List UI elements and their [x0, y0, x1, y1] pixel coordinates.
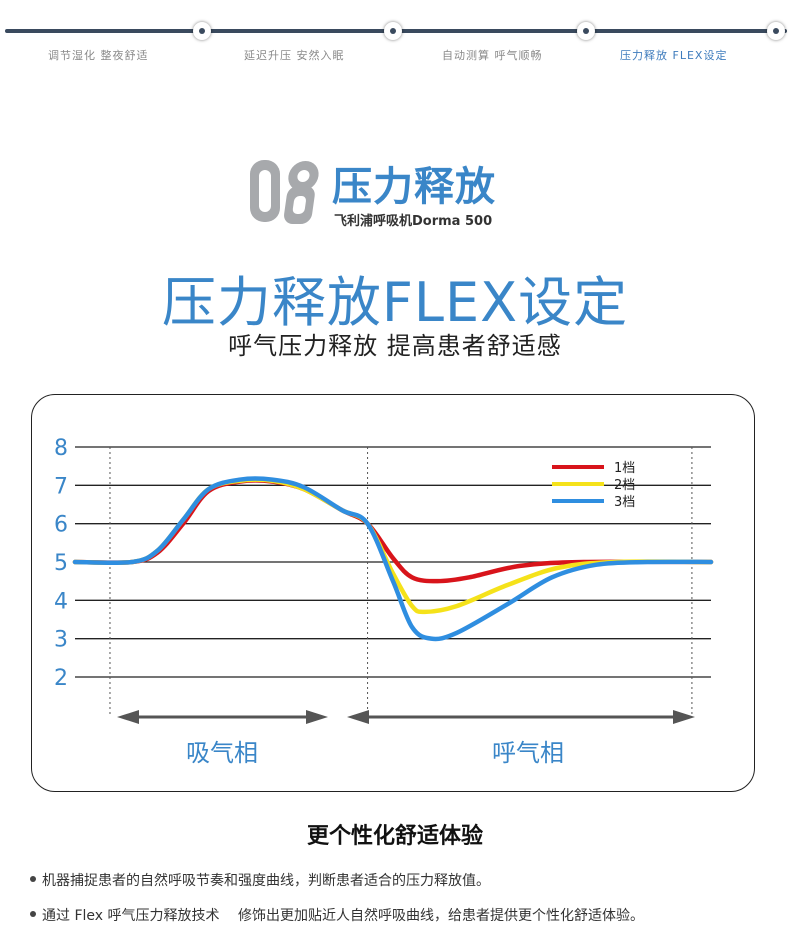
logo-subtitle: 飞利浦呼吸机Dorma 500: [334, 214, 493, 229]
bullet-item: 通过 Flex 呼气压力释放技术 修饰出更加贴近人自然呼吸曲线，给患者提供更个性…: [30, 905, 644, 925]
y-tick-label: 3: [54, 628, 68, 653]
nav-step-2-dot[interactable]: [384, 22, 402, 40]
exhale-arrow-head-left: [347, 710, 369, 724]
y-tick-label: 4: [54, 589, 68, 614]
feature-logo: 压力释放 飞利浦呼吸机Dorma 500: [248, 150, 548, 230]
exhale-arrow-head-right: [673, 710, 695, 724]
inhale-arrow-head-left: [117, 710, 139, 724]
page-subheadline: 呼气压力释放 提高患者舒适感: [228, 332, 562, 360]
y-tick-label: 6: [54, 513, 68, 538]
series-line: [72, 476, 714, 642]
legend-label: 3档: [614, 495, 635, 510]
inhale-arrow-head-right: [306, 710, 328, 724]
nav-step-1-label[interactable]: 调节湿化 整夜舒适: [48, 49, 149, 62]
nav-step-3-dot[interactable]: [577, 22, 595, 40]
bullet-text: 通过 Flex 呼气压力释放技术 修饰出更加贴近人自然呼吸曲线，给患者提供更个性…: [42, 908, 644, 924]
bullet-text: 机器捕捉患者的自然呼吸节奏和强度曲线，判断患者适合的压力释放值。: [42, 873, 490, 889]
bullet-dot-icon: [30, 911, 36, 917]
nav-step-4-label[interactable]: 压力释放 FLEX设定: [620, 49, 728, 62]
nav-step-2-label[interactable]: 延迟升压 安然入眠: [244, 49, 345, 62]
y-tick-label: 7: [54, 474, 68, 499]
bullet-item: 机器捕捉患者的自然呼吸节奏和强度曲线，判断患者适合的压力释放值。: [30, 870, 490, 890]
logo-title: 压力释放: [332, 164, 496, 210]
bullet-dot-icon: [30, 876, 36, 882]
page-headline: 压力释放FLEX设定: [161, 271, 629, 334]
nav-step-3-label[interactable]: 自动测算 呼气顺畅: [442, 49, 543, 62]
nav-step-1-dot[interactable]: [193, 22, 211, 40]
number-08-icon: [250, 160, 319, 224]
y-tick-label: 2: [54, 666, 68, 691]
y-tick-label: 5: [54, 551, 68, 576]
pressure-chart: 2 3 4 5 6 7 8 吸气相 呼气相 1档 2档 3档: [54, 436, 714, 767]
legend-label: 2档: [614, 478, 635, 493]
y-tick-label: 8: [54, 436, 68, 461]
nav-step-4-dot[interactable]: [767, 22, 785, 40]
chart-frame: [31, 394, 755, 792]
legend-label: 1档: [614, 461, 635, 476]
section-title: 更个性化舒适体验: [306, 824, 483, 849]
phase-label: 吸气相: [186, 739, 258, 767]
phase-label: 呼气相: [492, 739, 564, 767]
